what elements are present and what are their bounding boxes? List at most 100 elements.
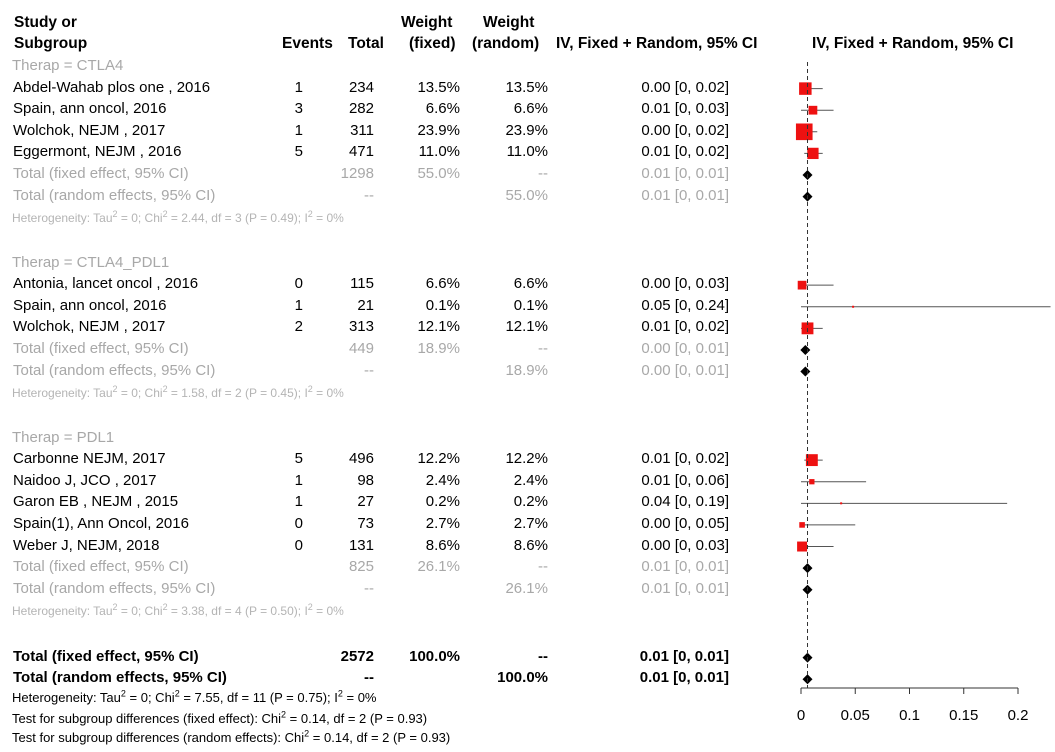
study-events: 1: [294, 121, 303, 139]
study-square: [808, 105, 818, 115]
study-name: Naidoo J, JCO , 2017: [13, 471, 157, 489]
total-weight-fixed: 18.9%: [417, 339, 460, 357]
study-total: 73: [357, 514, 374, 532]
total-weight-random: --: [538, 647, 548, 665]
total-random-label: Total (random effects, 95% CI): [13, 186, 216, 204]
subgroup-label: Therap = CTLA4_PDL1: [12, 253, 170, 271]
study-events: 1: [294, 78, 303, 96]
study-square: [809, 479, 815, 485]
study-events: 1: [294, 471, 303, 489]
random-diamond: [800, 366, 811, 377]
study-name: Spain(1), Ann Oncol, 2016: [13, 514, 189, 532]
study-weight-random: 13.5%: [505, 78, 548, 96]
study-weight-random: 11.0%: [506, 143, 548, 161]
subgroup-label: Therap = CTLA4: [12, 57, 124, 74]
study-weight-fixed: 23.9%: [417, 121, 460, 139]
study-total: 21: [357, 296, 374, 314]
heterogeneity-text: Heterogeneity: Tau2 = 0; Chi2 = 1.58, df…: [12, 384, 344, 401]
total-fixed-label: Total (fixed effect, 95% CI): [13, 165, 189, 182]
study-ci: 0.00 [0, 0.02]: [641, 121, 729, 139]
study-weight-random: 0.2%: [513, 493, 548, 511]
header-weight-random-1: Weight: [483, 14, 535, 31]
study-square: [795, 123, 813, 141]
study-weight-random: 6.6%: [513, 275, 548, 293]
x-tick-label: 0.2: [1008, 707, 1029, 724]
study-ci: 0.04 [0, 0.19]: [641, 493, 729, 511]
study-ci: 0.01 [0, 0.02]: [641, 318, 729, 336]
study-square: [799, 522, 805, 528]
study-weight-fixed: 0.2%: [425, 493, 460, 511]
total-weight-random: 26.1%: [505, 579, 548, 597]
study-square: [807, 147, 819, 160]
study-name: Wolchok, NEJM , 2017: [13, 318, 166, 336]
study-events: 0: [294, 536, 303, 554]
study-square: [805, 454, 818, 467]
study-weight-fixed: 13.5%: [417, 78, 460, 96]
total-count: 2572: [340, 647, 374, 665]
header-plot: IV, Fixed + Random, 95% CI: [812, 35, 1014, 52]
study-ci: 0.00 [0, 0.05]: [641, 514, 729, 532]
study-ci: 0.01 [0, 0.02]: [641, 143, 729, 161]
study-name: Spain, ann oncol, 2016: [13, 296, 167, 314]
study-square: [797, 280, 807, 290]
study-weight-fixed: 8.6%: [425, 536, 460, 554]
overall-heterogeneity: Heterogeneity: Tau2 = 0; Chi2 = 7.55, df…: [12, 688, 377, 705]
study-weight-fixed: 11.0%: [418, 143, 460, 161]
header-weight-random-2: (random): [472, 35, 540, 52]
study-weight-random: 6.6%: [513, 100, 548, 118]
study-name: Eggermont, NEJM , 2016: [13, 143, 182, 161]
total-count: 1298: [340, 165, 374, 182]
header-weight-fixed-2: (fixed): [409, 35, 456, 52]
study-square: [799, 82, 812, 95]
study-events: 5: [294, 143, 303, 161]
study-name: Garon EB , NEJM , 2015: [13, 493, 179, 511]
total-fixed-label: Total (fixed effect, 95% CI): [13, 647, 199, 665]
test-subgroup-fixed: Test for subgroup differences (fixed eff…: [12, 709, 428, 726]
study-events: 1: [294, 296, 303, 314]
total-weight-random: 55.0%: [505, 186, 548, 204]
study-total: 471: [348, 143, 374, 161]
study-ci: 0.00 [0, 0.03]: [641, 275, 729, 293]
study-square: [852, 305, 855, 308]
header-study-2: Subgroup: [14, 35, 88, 52]
total-ci: 0.01 [0, 0.01]: [639, 647, 729, 665]
fixed-diamond: [800, 344, 811, 355]
study-weight-fixed: 2.4%: [425, 471, 460, 489]
x-tick-label: 0: [797, 707, 805, 724]
total-random-label: Total (random effects, 95% CI): [13, 669, 227, 687]
study-total: 27: [357, 493, 374, 511]
study-total: 98: [357, 471, 374, 489]
study-weight-random: 2.4%: [513, 471, 548, 489]
study-ci: 0.01 [0, 0.06]: [641, 471, 729, 489]
study-weight-random: 23.9%: [505, 121, 548, 139]
study-name: Antonia, lancet oncol , 2016: [13, 275, 199, 293]
study-ci: 0.01 [0, 0.03]: [641, 100, 729, 118]
heterogeneity-text: Heterogeneity: Tau2 = 0; Chi2 = 3.38, df…: [12, 602, 344, 619]
total-random-label: Total (random effects, 95% CI): [13, 361, 216, 379]
total-weight-random: 100.0%: [497, 669, 548, 687]
study-total: 496: [348, 450, 374, 468]
total-fixed-label: Total (fixed effect, 95% CI): [13, 339, 189, 357]
header-weight-fixed-1: Weight: [401, 14, 453, 31]
study-total: 282: [348, 100, 374, 118]
study-weight-fixed: 12.2%: [417, 450, 460, 468]
x-tick-label: 0.05: [841, 707, 870, 724]
study-total: 234: [348, 78, 374, 96]
study-weight-fixed: 2.7%: [425, 514, 460, 532]
study-weight-random: 2.7%: [513, 514, 548, 532]
total-count: --: [364, 361, 374, 379]
total-weight-fixed: 26.1%: [417, 558, 460, 576]
study-name: Carbonne NEJM, 2017: [13, 450, 166, 468]
study-weight-random: 12.2%: [505, 450, 548, 468]
study-ci: 0.05 [0, 0.24]: [641, 296, 729, 314]
x-tick-label: 0.1: [899, 707, 920, 724]
study-events: 1: [294, 493, 303, 511]
header-study-1: Study or: [14, 14, 77, 31]
total-ci: 0.00 [0, 0.01]: [641, 361, 729, 379]
total-count: 449: [348, 339, 374, 357]
total-weight-random: --: [538, 558, 548, 576]
study-ci: 0.00 [0, 0.02]: [641, 78, 729, 96]
total-weight-random: --: [538, 165, 548, 182]
total-ci: 0.01 [0, 0.01]: [641, 579, 729, 597]
header-ci: IV, Fixed + Random, 95% CI: [556, 35, 758, 52]
